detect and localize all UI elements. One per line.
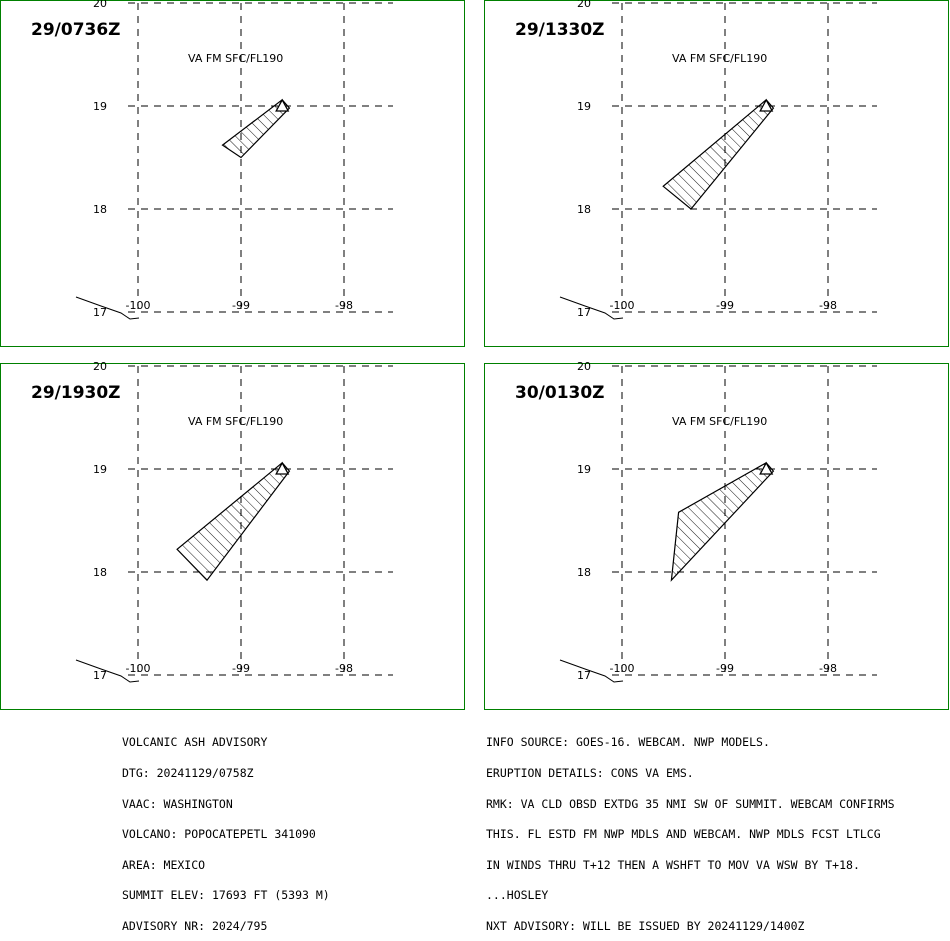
lon-label: -98 <box>335 299 353 312</box>
ash-cloud-polygon <box>670 462 775 582</box>
advisory-line: ...HOSLEY <box>486 888 549 903</box>
lon-label: -98 <box>819 299 837 312</box>
map-panel-3: 20 19 18 17 -100 -99 -98 29/1930Z VA FM SFC/FL… <box>0 360 465 710</box>
panel-flight-level: VA FM SFC/FL190 <box>188 415 284 428</box>
lat-label: 17 <box>577 306 591 319</box>
lon-label: -99 <box>716 299 734 312</box>
lat-label: 20 <box>577 0 591 10</box>
advisory-line: SUMMIT ELEV: 17693 FT (5393 M) <box>122 888 330 903</box>
advisory-line: THIS. FL ESTD FM NWP MDLS AND WEBCAM. NW… <box>486 827 881 842</box>
panel-valid-time: 29/1930Z <box>31 383 121 403</box>
lat-lon-grid <box>128 2 393 313</box>
advisory-line: ERUPTION DETAILS: CONS VA EMS. <box>486 766 694 781</box>
volcano-icon <box>275 98 290 112</box>
panel-valid-time: 29/1330Z <box>515 20 605 40</box>
panel-flight-level: VA FM SFC/FL190 <box>672 415 768 428</box>
advisory-line: INFO SOURCE: GOES-16. WEBCAM. NWP MODELS… <box>486 735 770 750</box>
lat-label: 18 <box>93 203 107 216</box>
map-panel-4: 20 19 18 17 -100 -99 -98 30/0130Z VA FM SFC/FL… <box>484 360 949 710</box>
lat-label: 18 <box>577 566 591 579</box>
map-canvas: 20 19 18 17 -100 -99 -98 <box>559 0 877 320</box>
ash-cloud-polygon <box>662 98 775 210</box>
panel-valid-time: 29/0736Z <box>31 20 121 40</box>
lat-label: 20 <box>577 360 591 373</box>
volcano-icon <box>759 98 774 112</box>
lon-label: -99 <box>232 299 250 312</box>
map-canvas: 20 19 18 17 -100 -99 -98 <box>75 360 393 683</box>
lon-label: -100 <box>610 662 635 675</box>
lat-label: 17 <box>93 306 107 319</box>
lon-label: -98 <box>819 662 837 675</box>
lon-label: -100 <box>126 662 151 675</box>
lat-lon-grid <box>128 365 393 676</box>
advisory-line: ADVISORY NR: 2024/795 <box>122 919 268 934</box>
coastline <box>559 296 624 320</box>
lat-lon-grid <box>612 2 877 313</box>
lat-label: 19 <box>93 463 107 476</box>
volcano-icon <box>275 461 290 475</box>
coastline <box>559 659 624 683</box>
advisory-line: NXT ADVISORY: WILL BE ISSUED BY 20241129… <box>486 919 805 934</box>
coastline <box>75 296 140 320</box>
lon-label: -100 <box>610 299 635 312</box>
lat-label: 19 <box>577 100 591 113</box>
map-canvas: 20 19 18 17 -100 -99 -98 <box>559 360 877 683</box>
lat-label: 17 <box>577 669 591 682</box>
advisory-line: RMK: VA CLD OBSD EXTDG 35 NMI SW OF SUMM… <box>486 796 895 811</box>
panel-flight-level: VA FM SFC/FL190 <box>672 52 768 65</box>
coastline <box>75 659 140 683</box>
advisory-line: VOLCANIC ASH ADVISORY <box>122 735 268 750</box>
ash-cloud-polygon <box>221 98 291 159</box>
lon-label: -98 <box>335 662 353 675</box>
map-panel-1: 20 19 18 17 -100 -99 -98 29/0736Z VA FM SFC/FL… <box>0 0 465 347</box>
ash-cloud-polygon <box>176 461 291 582</box>
panel-flight-level: VA FM SFC/FL190 <box>188 52 284 65</box>
lon-label: -99 <box>716 662 734 675</box>
lat-label: 19 <box>577 463 591 476</box>
advisory-line: DTG: 20241129/0758Z <box>122 766 254 781</box>
advisory-right-text: INFO SOURCE: GOES-16. WEBCAM. NWP MODELS… <box>486 717 895 941</box>
advisory-line: IN WINDS THRU T+12 THEN A WSHFT TO MOV V… <box>486 857 860 872</box>
panel-valid-time: 30/0130Z <box>515 383 605 403</box>
advisory-line: VOLCANO: POPOCATEPETL 341090 <box>122 827 316 842</box>
lat-label: 17 <box>93 669 107 682</box>
lat-label: 18 <box>577 203 591 216</box>
lon-label: -100 <box>126 299 151 312</box>
lat-label: 20 <box>93 0 107 10</box>
lat-label: 19 <box>93 100 107 113</box>
lon-label: -99 <box>232 662 250 675</box>
lat-label: 18 <box>93 566 107 579</box>
lat-label: 20 <box>93 360 107 373</box>
lat-lon-grid <box>612 365 877 676</box>
advisory-left-text: VOLCANIC ASH ADVISORY DTG: 20241129/0758… <box>122 717 330 941</box>
map-panel-2: 20 19 18 17 -100 -99 -98 29/1330Z VA FM SFC/FL… <box>484 0 949 347</box>
map-canvas: 20 19 18 17 -100 -99 -98 <box>75 0 393 320</box>
volcano-icon <box>759 461 774 475</box>
advisory-line: AREA: MEXICO <box>122 857 206 872</box>
advisory-line: VAAC: WASHINGTON <box>122 796 233 811</box>
